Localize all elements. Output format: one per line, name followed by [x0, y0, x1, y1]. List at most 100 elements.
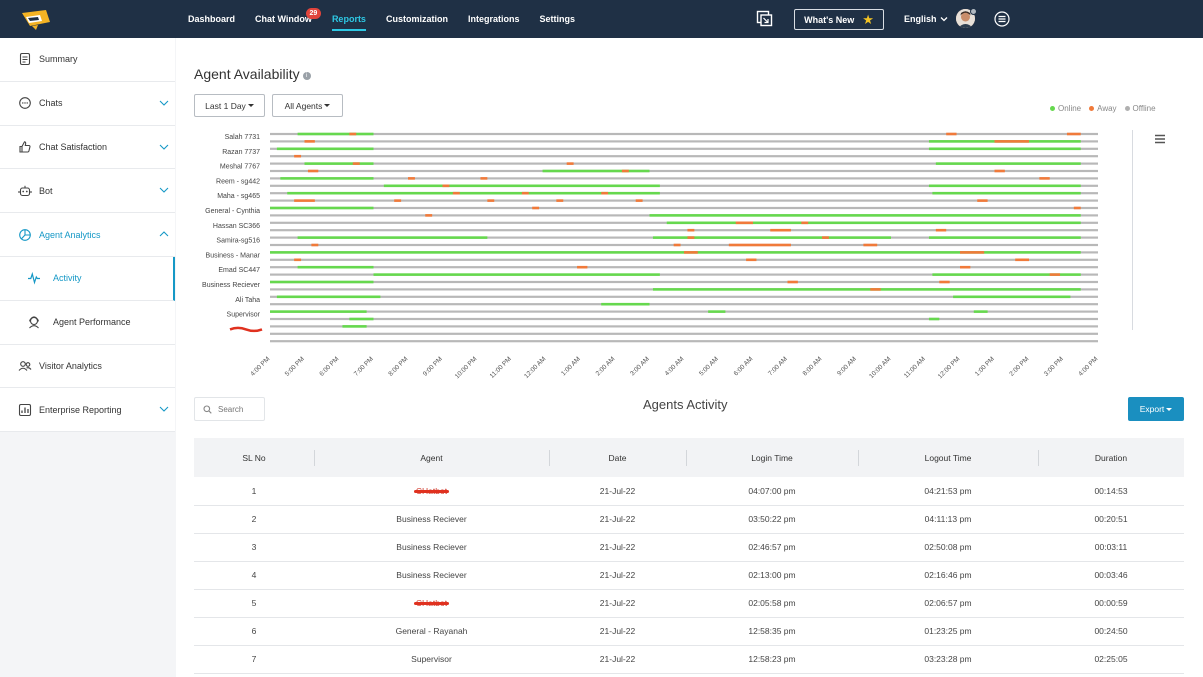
away-segment[interactable] — [1015, 258, 1029, 262]
away-segment[interactable] — [635, 199, 643, 202]
online-segment[interactable] — [270, 280, 374, 284]
online-segment[interactable] — [276, 295, 381, 299]
away-segment[interactable] — [822, 236, 829, 239]
away-segment[interactable] — [556, 199, 564, 202]
online-segment[interactable] — [542, 169, 650, 173]
away-segment[interactable] — [352, 162, 360, 165]
table-row[interactable]: 7 Supervisor 21-Jul-22 12:58:23 pm 03:23:28 … — [194, 645, 1184, 674]
online-segment[interactable] — [270, 251, 1081, 254]
online-segment[interactable] — [276, 147, 374, 151]
online-segment[interactable] — [270, 206, 374, 210]
away-segment[interactable] — [294, 258, 302, 262]
menu-circle-icon[interactable] — [994, 11, 1010, 27]
away-segment[interactable] — [1073, 206, 1081, 210]
nav-reports[interactable]: Reports — [331, 0, 366, 38]
sidebar-item-chats[interactable]: Chats — [0, 81, 175, 126]
away-segment[interactable] — [521, 191, 529, 195]
online-segment[interactable] — [928, 147, 1081, 151]
away-segment[interactable] — [960, 251, 985, 254]
online-segment[interactable] — [297, 236, 488, 239]
online-segment[interactable] — [932, 191, 1081, 195]
online-segment[interactable] — [666, 221, 1081, 225]
away-segment[interactable] — [304, 140, 315, 143]
away-segment[interactable] — [687, 228, 695, 232]
away-segment[interactable] — [601, 191, 609, 195]
away-segment[interactable] — [960, 265, 971, 269]
away-segment[interactable] — [307, 169, 319, 173]
online-segment[interactable] — [601, 302, 650, 306]
away-segment[interactable] — [394, 199, 402, 202]
away-segment[interactable] — [746, 258, 757, 262]
table-row[interactable]: 3 Business Reciever 21-Jul-22 02:46:57 pm 02… — [194, 533, 1184, 562]
away-segment[interactable] — [977, 199, 988, 202]
chevron-down-icon[interactable] — [159, 142, 169, 152]
online-segment[interactable] — [270, 310, 367, 313]
chevron-down-icon[interactable] — [159, 404, 169, 414]
away-segment[interactable] — [621, 169, 629, 173]
sidebar-item-summary[interactable]: Summary — [0, 38, 175, 82]
away-segment[interactable] — [487, 199, 495, 202]
nav-settings[interactable]: Settings — [539, 0, 575, 38]
chevron-up-icon[interactable] — [159, 229, 169, 239]
away-segment[interactable] — [994, 169, 1005, 173]
online-segment[interactable] — [297, 132, 374, 136]
away-segment[interactable] — [787, 280, 798, 284]
export-button[interactable]: Export — [1128, 397, 1184, 421]
screen-share-icon[interactable] — [756, 10, 773, 27]
table-row[interactable]: 1 CHatbot 21-Jul-22 04:07:00 pm 04:21:53 pm 0… — [194, 477, 1184, 506]
agent-filter-dropdown[interactable]: All Agents — [272, 94, 343, 117]
nav-chat-window[interactable]: Chat Window 29 — [255, 0, 321, 38]
online-segment[interactable] — [297, 265, 374, 269]
sidebar-item-agent-performance[interactable]: Agent Performance — [0, 300, 175, 345]
search-box[interactable] — [194, 397, 265, 421]
chart-menu-icon[interactable] — [1154, 134, 1166, 144]
away-segment[interactable] — [1039, 177, 1050, 180]
away-segment[interactable] — [728, 243, 791, 247]
away-segment[interactable] — [684, 251, 698, 254]
away-segment[interactable] — [935, 228, 947, 232]
online-segment[interactable] — [649, 214, 1081, 217]
logo-icon[interactable] — [20, 9, 52, 31]
away-segment[interactable] — [1049, 273, 1061, 276]
online-segment[interactable] — [928, 184, 1081, 188]
online-segment[interactable] — [935, 162, 1081, 165]
sidebar-item-activity[interactable]: Activity — [0, 256, 175, 301]
away-segment[interactable] — [994, 140, 1030, 143]
legend-item-offline[interactable]: Offline — [1124, 104, 1156, 113]
online-segment[interactable] — [928, 236, 1081, 239]
column-header[interactable]: Login Time — [686, 438, 858, 477]
away-segment[interactable] — [408, 177, 415, 180]
search-input[interactable] — [218, 404, 264, 414]
online-segment[interactable] — [953, 295, 1071, 299]
column-header[interactable]: Agent — [314, 438, 549, 477]
away-segment[interactable] — [294, 199, 315, 202]
away-segment[interactable] — [577, 265, 588, 269]
away-segment[interactable] — [687, 236, 695, 239]
away-segment[interactable] — [1066, 132, 1081, 136]
away-segment[interactable] — [294, 154, 302, 158]
whats-new-button[interactable]: What's New ★ — [794, 9, 884, 30]
online-segment[interactable] — [928, 317, 940, 321]
away-segment[interactable] — [863, 243, 878, 247]
legend-item-away[interactable]: Away — [1089, 104, 1117, 113]
online-segment[interactable] — [652, 288, 1081, 291]
sidebar-item-agent-analytics[interactable]: Agent Analytics — [0, 213, 175, 257]
nav-customization[interactable]: Customization — [386, 0, 448, 38]
online-segment[interactable] — [373, 273, 660, 276]
nav-integrations[interactable]: Integrations — [468, 0, 520, 38]
away-segment[interactable] — [770, 228, 791, 232]
range-filter-dropdown[interactable]: Last 1 Day — [194, 94, 265, 117]
sidebar-item-bot[interactable]: Bot — [0, 169, 175, 214]
away-segment[interactable] — [425, 214, 433, 217]
online-segment[interactable] — [973, 310, 988, 313]
table-row[interactable]: 2 Business Reciever 21-Jul-22 03:50:22 pm 04… — [194, 505, 1184, 534]
away-segment[interactable] — [801, 221, 809, 225]
away-segment[interactable] — [946, 132, 957, 136]
away-segment[interactable] — [452, 191, 460, 195]
sidebar-item-enterprise-reporting[interactable]: Enterprise Reporting — [0, 388, 175, 433]
away-segment[interactable] — [442, 184, 450, 188]
language-select[interactable]: English — [904, 0, 948, 38]
away-segment[interactable] — [532, 206, 540, 210]
chevron-down-icon[interactable] — [159, 98, 169, 108]
table-row[interactable]: 6 General - Rayanah 21-Jul-22 12:58:35 pm 01… — [194, 617, 1184, 646]
